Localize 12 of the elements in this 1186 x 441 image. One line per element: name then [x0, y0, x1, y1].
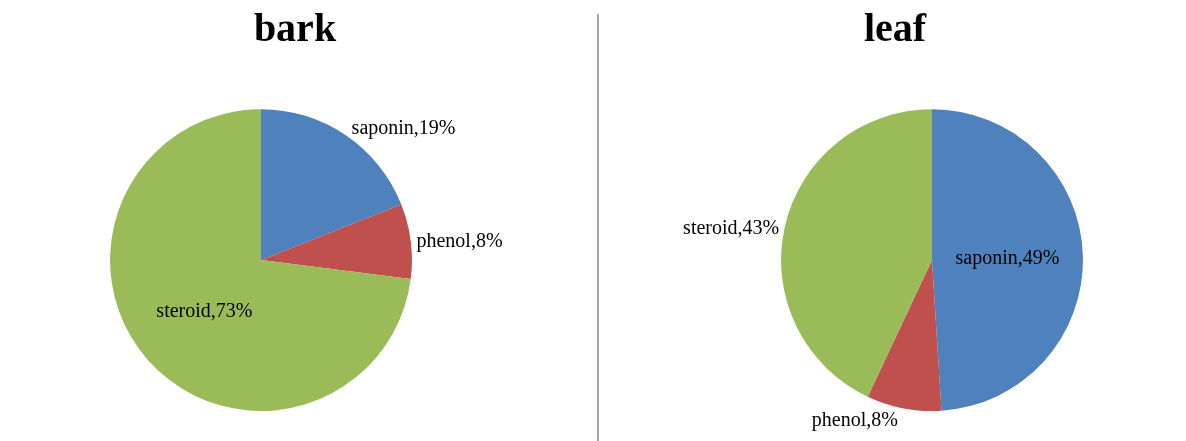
- pie-slice: [932, 109, 1083, 411]
- slice-label: phenol,8%: [811, 407, 898, 431]
- slice-label: steroid,43%: [683, 215, 780, 238]
- slice-label: steroid,73%: [156, 298, 253, 321]
- chart-title: bark: [253, 5, 337, 51]
- slice-label: phenol,8%: [416, 229, 503, 253]
- pie-slice: [867, 260, 942, 411]
- pie-slice: [781, 109, 932, 397]
- slice-label: saponin,19%: [351, 115, 456, 139]
- pie-slice: [261, 204, 412, 279]
- chart-title: leaf: [863, 5, 927, 51]
- slice-label: saponin,49%: [955, 246, 1060, 270]
